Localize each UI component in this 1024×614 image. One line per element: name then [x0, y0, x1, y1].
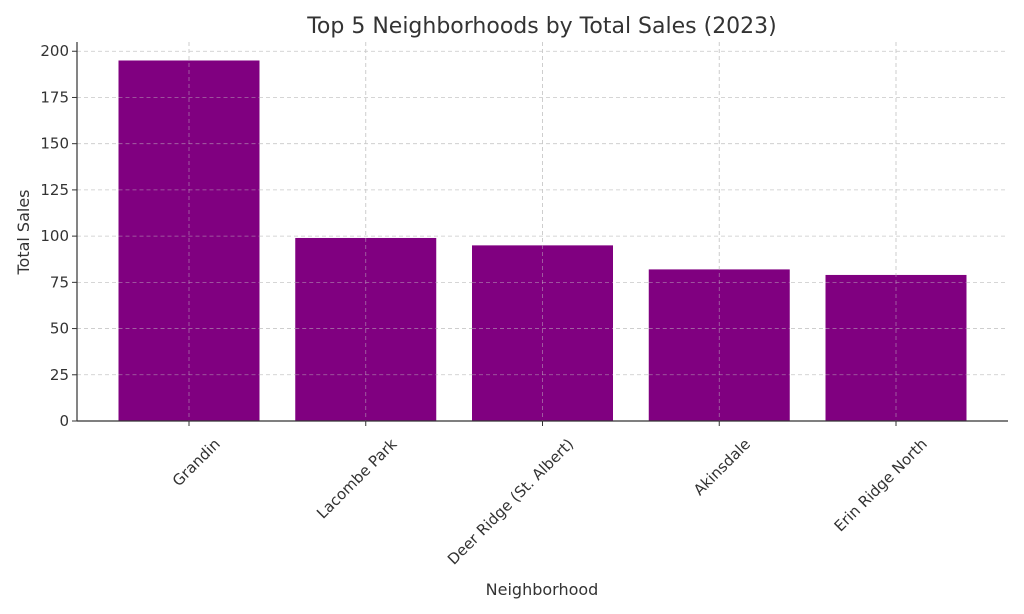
bars [118, 42, 967, 422]
y-tick-label: 100 [40, 227, 69, 245]
y-tick-label: 200 [40, 42, 69, 60]
bar-erin-ridge-north [825, 274, 967, 421]
y-tick-labels: 0 25 50 75 100 125 150 175 200 [40, 42, 69, 430]
x-tick-label: Deer Ridge (St. Albert) [444, 435, 577, 568]
y-tick-label: 125 [40, 181, 69, 199]
axes [72, 42, 1008, 426]
y-tick-label: 0 [59, 412, 69, 430]
y-tick-label: 175 [40, 88, 69, 106]
x-tick-label: Erin Ridge North [831, 435, 931, 535]
x-axis-label: Neighborhood [486, 580, 599, 599]
x-tick-labels: Grandin Lacombe Park Deer Ridge (St. Alber… [169, 435, 931, 568]
x-tick-label: Akinsdale [690, 435, 754, 499]
y-tick-label: 75 [50, 273, 69, 291]
chart-title: Top 5 Neighborhoods by Total Sales (2023… [306, 14, 777, 39]
y-tick-label: 150 [40, 135, 69, 153]
x-tick-label: Grandin [169, 435, 224, 490]
y-axis-label: Total Sales [14, 189, 33, 275]
x-tick-label: Lacombe Park [313, 435, 401, 523]
y-tick-label: 25 [50, 366, 69, 384]
y-tick-label: 50 [50, 320, 69, 338]
